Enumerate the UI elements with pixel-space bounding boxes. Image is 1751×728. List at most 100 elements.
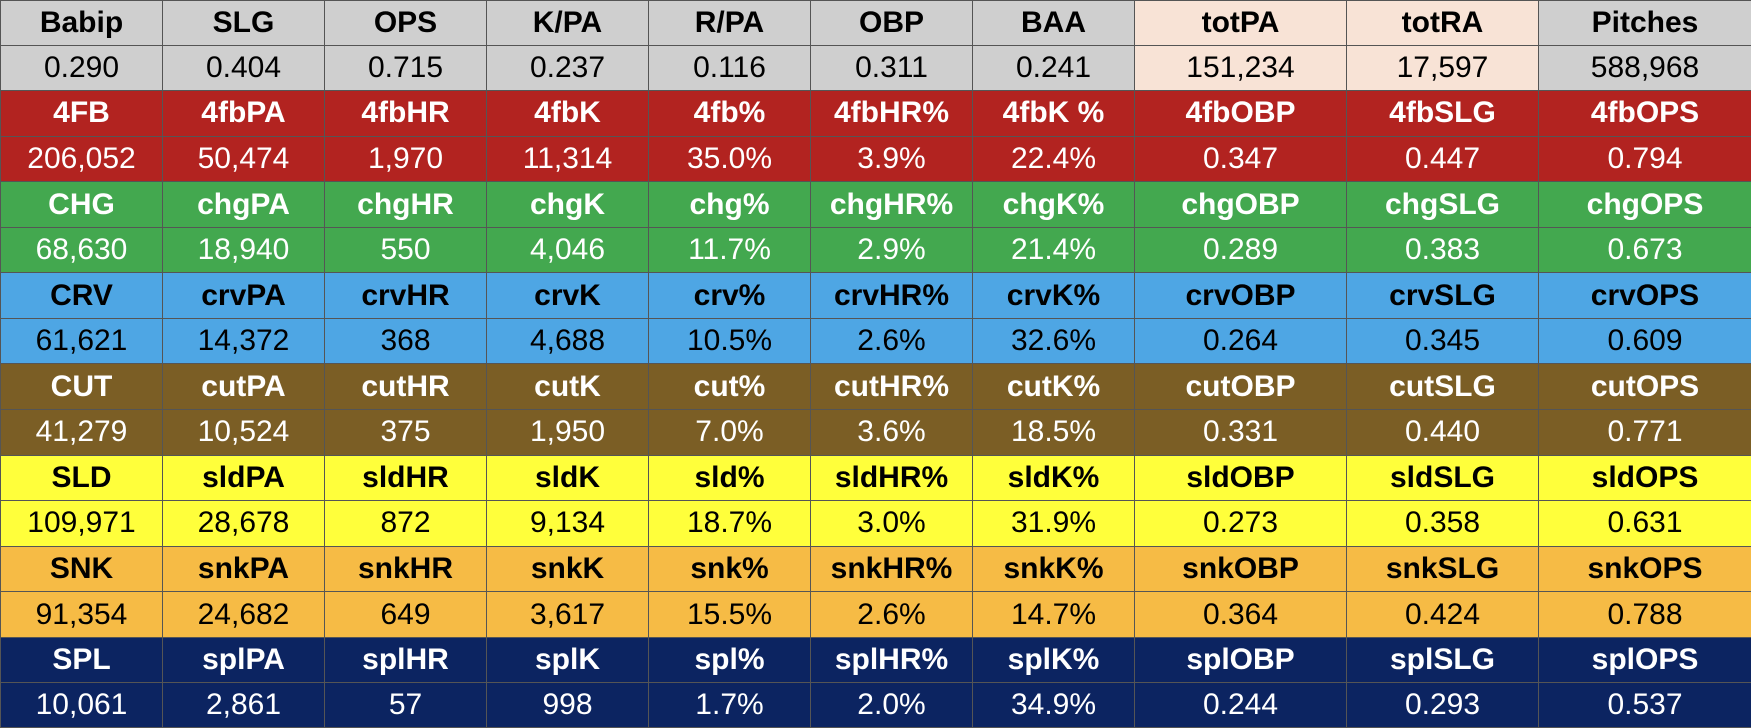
header-cell[interactable]: 4fbHR% xyxy=(810,90,973,137)
value-cell[interactable]: 18.7% xyxy=(648,500,811,547)
value-cell[interactable]: 0.631 xyxy=(1538,500,1751,547)
value-cell[interactable]: 0.788 xyxy=(1538,591,1751,638)
header-cell[interactable]: totPA xyxy=(1134,0,1347,46)
value-cell[interactable]: 2.0% xyxy=(810,682,973,728)
header-cell[interactable]: cutK xyxy=(486,363,649,411)
value-cell[interactable]: 0.244 xyxy=(1134,682,1347,728)
value-cell[interactable]: 0.673 xyxy=(1538,226,1751,274)
header-cell[interactable]: 4fbHR xyxy=(324,90,487,137)
header-cell[interactable]: snkOBP xyxy=(1134,545,1347,593)
header-cell[interactable]: 4fb% xyxy=(648,90,811,137)
value-cell[interactable]: 91,354 xyxy=(0,591,163,638)
value-cell[interactable]: 0.290 xyxy=(0,44,163,92)
value-cell[interactable]: 21.4% xyxy=(972,226,1135,274)
header-cell[interactable]: snkPA xyxy=(162,545,325,593)
header-cell[interactable]: chgHR xyxy=(324,181,487,228)
header-cell[interactable]: cutHR% xyxy=(810,363,973,411)
header-cell[interactable]: snkK xyxy=(486,545,649,593)
header-cell[interactable]: totRA xyxy=(1346,0,1539,46)
header-cell[interactable]: splK xyxy=(486,636,649,684)
value-cell[interactable]: 17,597 xyxy=(1346,44,1539,92)
header-cell[interactable]: R/PA xyxy=(648,0,811,46)
value-cell[interactable]: 0.331 xyxy=(1134,409,1347,456)
value-cell[interactable]: 0.241 xyxy=(972,44,1135,92)
header-cell[interactable]: sldOBP xyxy=(1134,454,1347,502)
header-cell[interactable]: 4fbK xyxy=(486,90,649,137)
value-cell[interactable]: 14.7% xyxy=(972,591,1135,638)
header-cell[interactable]: crvPA xyxy=(162,272,325,319)
header-cell[interactable]: chgK% xyxy=(972,181,1135,228)
header-cell[interactable]: splSLG xyxy=(1346,636,1539,684)
value-cell[interactable]: 24,682 xyxy=(162,591,325,638)
value-cell[interactable]: 68,630 xyxy=(0,226,163,274)
header-cell[interactable]: cutHR xyxy=(324,363,487,411)
value-cell[interactable]: 0.537 xyxy=(1538,682,1751,728)
header-cell[interactable]: CHG xyxy=(0,181,163,228)
header-cell[interactable]: 4fbPA xyxy=(162,90,325,137)
header-cell[interactable]: SLD xyxy=(0,454,163,502)
value-cell[interactable]: 0.794 xyxy=(1538,135,1751,183)
header-cell[interactable]: sldPA xyxy=(162,454,325,502)
header-cell[interactable]: sldOPS xyxy=(1538,454,1751,502)
value-cell[interactable]: 14,372 xyxy=(162,317,325,365)
value-cell[interactable]: 3,617 xyxy=(486,591,649,638)
value-cell[interactable]: 7.0% xyxy=(648,409,811,456)
value-cell[interactable]: 32.6% xyxy=(972,317,1135,365)
value-cell[interactable]: 0.345 xyxy=(1346,317,1539,365)
value-cell[interactable]: 0.609 xyxy=(1538,317,1751,365)
value-cell[interactable]: 18,940 xyxy=(162,226,325,274)
value-cell[interactable]: 28,678 xyxy=(162,500,325,547)
header-cell[interactable]: 4fbOBP xyxy=(1134,90,1347,137)
header-cell[interactable]: snkHR% xyxy=(810,545,973,593)
value-cell[interactable]: 998 xyxy=(486,682,649,728)
header-cell[interactable]: cutK% xyxy=(972,363,1135,411)
header-cell[interactable]: sld% xyxy=(648,454,811,502)
header-cell[interactable]: K/PA xyxy=(486,0,649,46)
value-cell[interactable]: 3.6% xyxy=(810,409,973,456)
value-cell[interactable]: 0.237 xyxy=(486,44,649,92)
header-cell[interactable]: SNK xyxy=(0,545,163,593)
header-cell[interactable]: Pitches xyxy=(1538,0,1751,46)
header-cell[interactable]: splOPS xyxy=(1538,636,1751,684)
header-cell[interactable]: splHR xyxy=(324,636,487,684)
value-cell[interactable]: 3.0% xyxy=(810,500,973,547)
header-cell[interactable]: cutPA xyxy=(162,363,325,411)
value-cell[interactable]: 2.6% xyxy=(810,591,973,638)
value-cell[interactable]: 57 xyxy=(324,682,487,728)
header-cell[interactable]: cutSLG xyxy=(1346,363,1539,411)
header-cell[interactable]: chgOPS xyxy=(1538,181,1751,228)
value-cell[interactable]: 9,134 xyxy=(486,500,649,547)
value-cell[interactable]: 0.404 xyxy=(162,44,325,92)
value-cell[interactable]: 22.4% xyxy=(972,135,1135,183)
header-cell[interactable]: OPS xyxy=(324,0,487,46)
header-cell[interactable]: sldSLG xyxy=(1346,454,1539,502)
value-cell[interactable]: 1,970 xyxy=(324,135,487,183)
value-cell[interactable]: 0.358 xyxy=(1346,500,1539,547)
value-cell[interactable]: 206,052 xyxy=(0,135,163,183)
value-cell[interactable]: 0.264 xyxy=(1134,317,1347,365)
value-cell[interactable]: 0.771 xyxy=(1538,409,1751,456)
value-cell[interactable]: 1,950 xyxy=(486,409,649,456)
header-cell[interactable]: cutOPS xyxy=(1538,363,1751,411)
value-cell[interactable]: 151,234 xyxy=(1134,44,1347,92)
value-cell[interactable]: 2.6% xyxy=(810,317,973,365)
value-cell[interactable]: 0.383 xyxy=(1346,226,1539,274)
value-cell[interactable]: 10,061 xyxy=(0,682,163,728)
header-cell[interactable]: crvK% xyxy=(972,272,1135,319)
value-cell[interactable]: 4,688 xyxy=(486,317,649,365)
value-cell[interactable]: 10.5% xyxy=(648,317,811,365)
value-cell[interactable]: 15.5% xyxy=(648,591,811,638)
value-cell[interactable]: 0.293 xyxy=(1346,682,1539,728)
value-cell[interactable]: 872 xyxy=(324,500,487,547)
header-cell[interactable]: spl% xyxy=(648,636,811,684)
value-cell[interactable]: 649 xyxy=(324,591,487,638)
header-cell[interactable]: crvHR xyxy=(324,272,487,319)
header-cell[interactable]: BAA xyxy=(972,0,1135,46)
header-cell[interactable]: chgPA xyxy=(162,181,325,228)
value-cell[interactable]: 2,861 xyxy=(162,682,325,728)
header-cell[interactable]: sldHR% xyxy=(810,454,973,502)
header-cell[interactable]: cut% xyxy=(648,363,811,411)
header-cell[interactable]: snkK% xyxy=(972,545,1135,593)
value-cell[interactable]: 61,621 xyxy=(0,317,163,365)
header-cell[interactable]: crvK xyxy=(486,272,649,319)
